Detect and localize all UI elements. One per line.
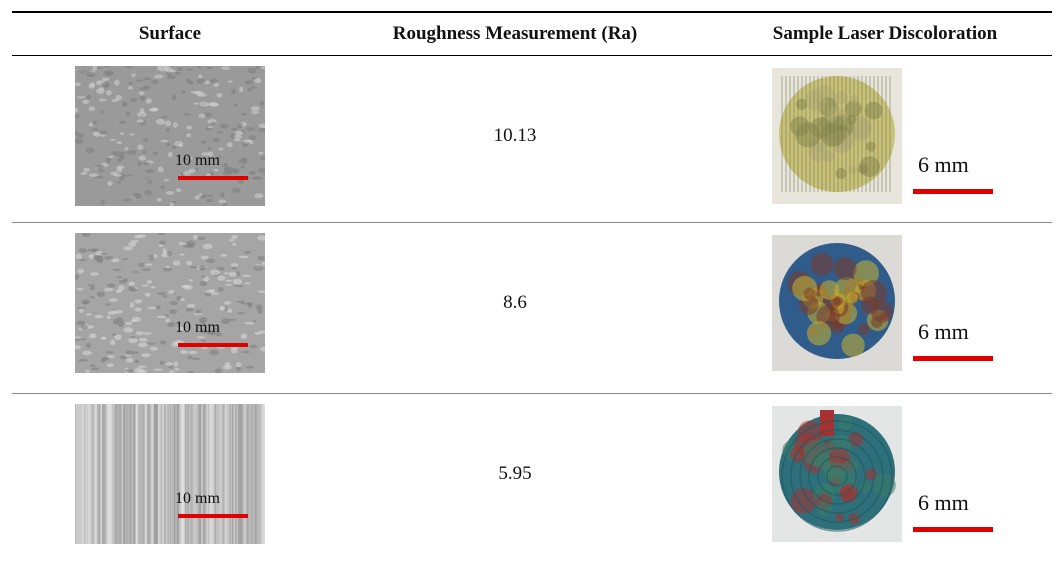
scale-bar bbox=[913, 356, 993, 361]
discoloration-image bbox=[772, 68, 902, 204]
scale-label: 6 mm bbox=[918, 152, 969, 178]
surface-image bbox=[75, 233, 265, 373]
scale-label: 10 mm bbox=[175, 319, 220, 337]
surface-image bbox=[75, 404, 265, 544]
scale-bar bbox=[913, 189, 993, 194]
scale-bar bbox=[178, 514, 248, 518]
roughness-value: 10.13 bbox=[340, 125, 690, 147]
scale-bar bbox=[178, 176, 248, 180]
header-cell: Sample Laser Discoloration bbox=[720, 12, 1050, 55]
table-page: Surface Roughness Measurement (Ra) Sampl… bbox=[0, 0, 1062, 562]
roughness-value: 8.6 bbox=[340, 292, 690, 314]
row-rule bbox=[12, 222, 1052, 223]
scale-label: 6 mm bbox=[918, 319, 969, 345]
discoloration-image bbox=[772, 406, 902, 542]
header-rule bbox=[12, 55, 1052, 56]
scale-label: 10 mm bbox=[175, 490, 220, 508]
header-cell: Surface bbox=[70, 12, 270, 55]
roughness-value: 5.95 bbox=[340, 463, 690, 485]
scale-label: 10 mm bbox=[175, 152, 220, 170]
scale-bar bbox=[178, 343, 248, 347]
discoloration-image bbox=[772, 235, 902, 371]
header-cell: Roughness Measurement (Ra) bbox=[340, 12, 690, 55]
surface-image bbox=[75, 66, 265, 206]
row-rule bbox=[12, 393, 1052, 394]
scale-label: 6 mm bbox=[918, 490, 969, 516]
scale-bar bbox=[913, 527, 993, 532]
